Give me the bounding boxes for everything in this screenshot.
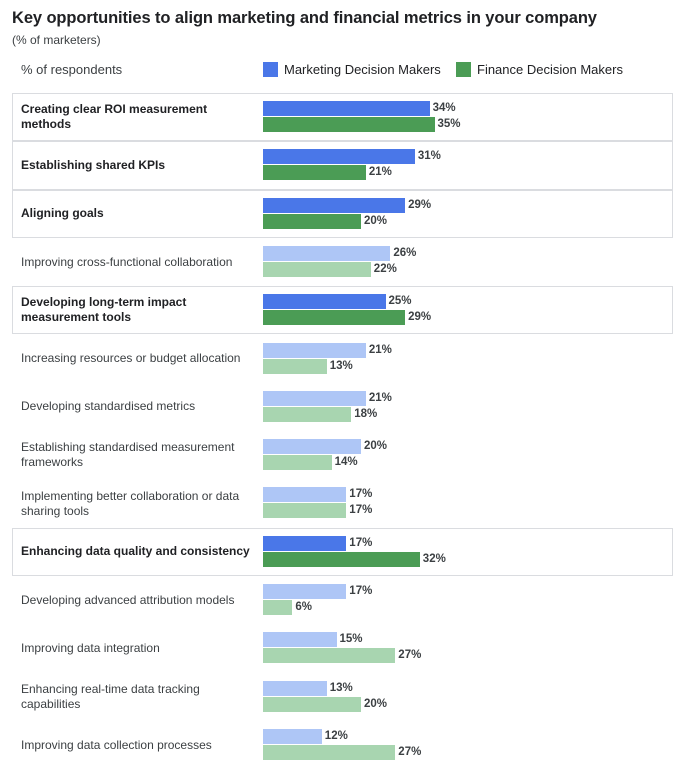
legend-finance-label: Finance Decision Makers (477, 62, 623, 77)
legend-marketing: Marketing Decision Makers (263, 62, 441, 77)
category-label: Improving cross-functional collaboration (21, 254, 233, 269)
column-header: % of respondents (21, 62, 123, 77)
marketing-bar (263, 294, 386, 310)
marketing-value-label: 25% (388, 295, 412, 308)
finance-value-label: 18% (354, 407, 378, 420)
legend-marketing-swatch (263, 62, 278, 77)
category-label: Creating clear ROI measurement methods (21, 102, 208, 132)
chart-row (12, 189, 673, 238)
marketing-value-label: 26% (393, 246, 417, 259)
category-label: Developing standardised metrics (21, 399, 196, 414)
marketing-bar (263, 149, 415, 165)
finance-bar (263, 600, 293, 615)
legend-marketing-label: Marketing Decision Makers (284, 62, 441, 77)
marketing-bar (263, 584, 347, 599)
finance-bar (263, 503, 347, 519)
finance-bar (263, 117, 435, 132)
category-label: Increasing resources or budget allocatio… (21, 351, 241, 366)
category-label: Establishing standardised measurement fr… (21, 440, 235, 470)
finance-bar (263, 744, 396, 760)
marketing-value-label: 21% (368, 391, 392, 404)
marketing-value-label: 21% (368, 343, 392, 356)
category-label: Improving data integration (21, 640, 160, 655)
finance-value-label: 35% (437, 118, 461, 130)
finance-bar (263, 551, 420, 567)
category-label: Enhancing real-time data tracking capabi… (21, 681, 200, 711)
marketing-value-label: 17% (349, 488, 373, 501)
marketing-value-label: 13% (329, 681, 353, 694)
finance-value-label: 13% (329, 359, 353, 372)
marketing-value-label: 17% (349, 536, 373, 549)
finance-bar (263, 261, 371, 277)
marketing-bar (263, 390, 366, 406)
marketing-bar (263, 680, 327, 696)
finance-bar (263, 310, 406, 326)
chart-subtitle: (% of marketers) (12, 33, 101, 47)
category-label: Aligning goals (21, 206, 104, 221)
marketing-bar (263, 535, 347, 551)
marketing-bar (263, 101, 430, 116)
marketing-value-label: 34% (432, 102, 456, 114)
chart-row (12, 286, 673, 335)
finance-value-label: 22% (373, 262, 397, 275)
finance-value-label: 20% (364, 214, 388, 227)
finance-bar (263, 406, 352, 422)
finance-value-label: 14% (334, 456, 358, 469)
finance-value-label: 17% (349, 504, 373, 517)
category-label: Establishing shared KPIs (21, 157, 166, 172)
marketing-value-label: 17% (349, 585, 373, 597)
marketing-value-label: 15% (339, 633, 363, 646)
finance-bar (263, 358, 327, 374)
chart-row (12, 141, 673, 190)
finance-value-label: 20% (364, 697, 388, 710)
marketing-bar (263, 632, 337, 648)
marketing-value-label: 29% (408, 198, 432, 211)
chart-title: Key opportunities to align marketing and… (12, 9, 597, 27)
finance-bar (263, 165, 366, 181)
finance-bar (263, 648, 396, 664)
category-label: Improving data collection processes (21, 737, 212, 752)
finance-value-label: 27% (398, 649, 422, 662)
marketing-value-label: 20% (364, 440, 388, 453)
category-label: Developing advanced attribution models (21, 592, 235, 607)
legend-finance: Finance Decision Makers (456, 62, 623, 77)
category-label: Enhancing data quality and consistency (21, 544, 250, 559)
marketing-bar (263, 487, 347, 503)
marketing-bar (263, 342, 366, 358)
marketing-value-label: 12% (324, 729, 348, 742)
finance-value-label: 32% (422, 552, 446, 565)
finance-value-label: 27% (398, 745, 422, 758)
legend-finance-swatch (456, 62, 471, 77)
finance-bar (263, 213, 361, 229)
finance-value-label: 29% (408, 311, 432, 324)
finance-value-label: 21% (368, 166, 392, 179)
marketing-bar (263, 439, 361, 455)
marketing-value-label: 31% (417, 150, 441, 163)
marketing-bar (263, 197, 406, 213)
chart-row (12, 93, 673, 142)
finance-bar (263, 696, 361, 712)
chart-row (12, 527, 673, 576)
finance-bar (263, 455, 332, 471)
category-label: Developing long-term impact measurement … (21, 295, 187, 325)
marketing-bar (263, 245, 391, 261)
finance-value-label: 6% (295, 601, 313, 613)
marketing-bar (263, 728, 322, 744)
category-label: Implementing better collaboration or dat… (21, 488, 240, 518)
